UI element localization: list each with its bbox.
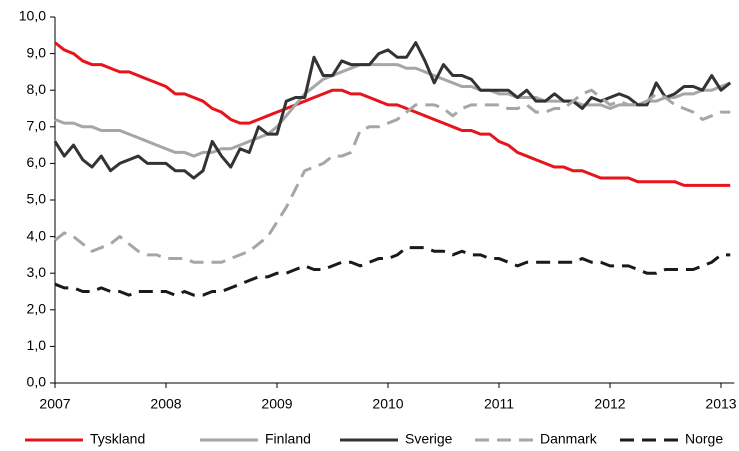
x-tick-label: 2013 [705, 396, 736, 412]
x-tick-label: 2010 [372, 396, 403, 412]
legend-label: Finland [265, 431, 311, 447]
series-line [54, 88, 731, 264]
y-tick-label: 3,0 [27, 264, 47, 280]
y-tick-label: 8,0 [27, 81, 47, 97]
series-line [54, 246, 731, 297]
y-tick-label: 1,0 [27, 337, 47, 353]
series-line [54, 63, 731, 158]
y-tick-label: 10,0 [19, 8, 46, 24]
x-tick-label: 2008 [150, 396, 181, 412]
series-line [54, 41, 731, 187]
y-tick-label: 5,0 [27, 191, 47, 207]
series-line [53, 41, 732, 180]
x-tick-label: 2011 [484, 396, 514, 412]
y-tick-label: 0,0 [27, 374, 47, 390]
x-tick-label: 2009 [261, 396, 292, 412]
y-tick-label: 9,0 [27, 44, 47, 60]
y-tick-label: 7,0 [27, 118, 47, 134]
legend-label: Danmark [540, 431, 598, 447]
y-tick-label: 4,0 [27, 227, 47, 243]
x-tick-label: 2012 [594, 396, 625, 412]
legend-label: Norge [685, 431, 723, 447]
x-tick-label: 2007 [39, 396, 70, 412]
legend-label: Tyskland [90, 431, 145, 447]
y-tick-label: 6,0 [27, 154, 47, 170]
legend-label: Sverige [405, 431, 453, 447]
y-tick-label: 2,0 [27, 301, 47, 317]
